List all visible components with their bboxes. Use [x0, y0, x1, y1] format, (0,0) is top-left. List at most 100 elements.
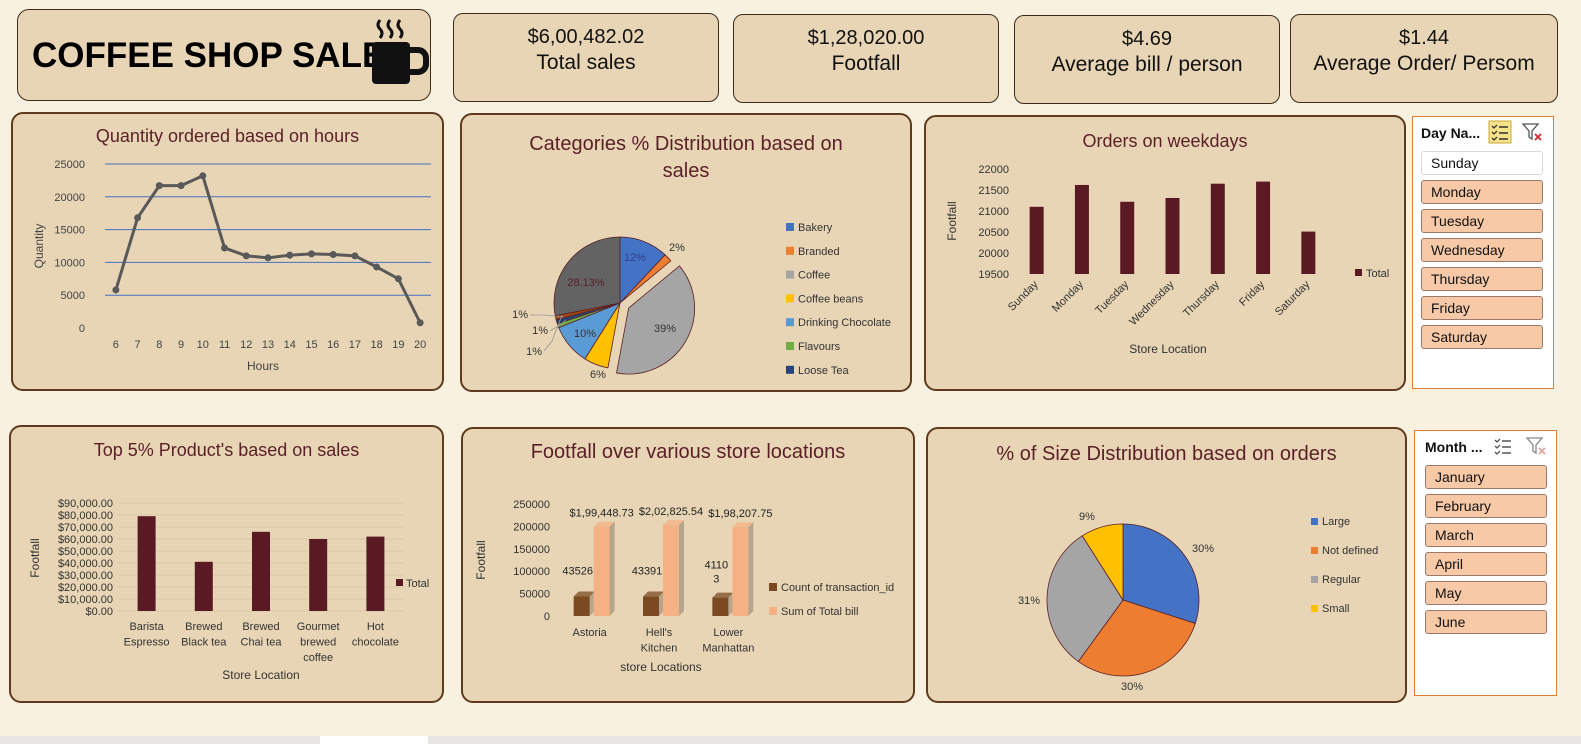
x-tick-label: 20: [414, 339, 426, 351]
bar: [309, 539, 328, 611]
weekdays-bar-chart: 19500 20000 20500 21000 21500 22000 Sunday Mond…: [945, 164, 1389, 356]
legend-label: Not defined: [1322, 545, 1378, 557]
sizes-pie-chart: 30% 30% 31% 9% Large Not defined Regular Small: [1018, 511, 1378, 693]
clear-filter-icon[interactable]: [1525, 435, 1547, 457]
legend-label: Coffee beans: [798, 293, 864, 305]
chart-title: Categories % Distribution based on sales: [529, 133, 843, 182]
legend-label: Loose Tea: [798, 365, 849, 377]
x-tick-label: Gourmet: [297, 621, 340, 633]
chart-title: Top 5% Product's based on sales: [93, 440, 360, 460]
slicer-item-january[interactable]: January: [1425, 465, 1547, 489]
leader-line: [530, 314, 565, 318]
x-tick-label: Kitchen: [641, 643, 678, 655]
data-label: 39%: [654, 323, 676, 335]
series-line: [114, 173, 422, 324]
x-tick-label: coffee: [303, 652, 333, 664]
x-tick-label: 16: [327, 339, 339, 351]
month-slicer[interactable]: Month ... January February March April M…: [1414, 430, 1557, 696]
kpi-label: Average Order/ Persom: [1313, 52, 1535, 75]
y-tick-label: 21500: [978, 185, 1009, 197]
bar: [137, 516, 156, 611]
bar-top: [732, 522, 754, 528]
y-tick-label: 50000: [519, 589, 550, 601]
x-tick-label: Sunday: [1006, 278, 1041, 313]
slicer-item-may[interactable]: May: [1425, 581, 1547, 605]
slicer-item-june[interactable]: June: [1425, 610, 1547, 634]
y-tick-label: 19500: [978, 269, 1009, 281]
data-point: [351, 252, 359, 260]
x-tick-label: 15: [305, 339, 317, 351]
y-tick-label: $70,000.00: [58, 522, 113, 534]
legend-label: Large: [1322, 516, 1350, 528]
legend-label: Count of transaction_id: [781, 582, 894, 594]
x-tick-label: 7: [135, 339, 141, 351]
x-tick-label: Brewed: [242, 621, 279, 633]
y-tick-label: $10,000.00: [58, 594, 113, 606]
bar: [194, 561, 213, 611]
kpi-label: Total sales: [536, 51, 636, 74]
slicer-item-wednesday[interactable]: Wednesday: [1421, 238, 1543, 262]
slicer-item-tuesday[interactable]: Tuesday: [1421, 209, 1543, 233]
legend-swatch: [1311, 605, 1318, 612]
x-tick-label: chocolate: [352, 637, 399, 649]
data-label: $2,02,825.54: [639, 506, 703, 518]
bar: [712, 597, 729, 616]
y-tick-label: 20000: [54, 192, 85, 204]
y-tick-label: $90,000.00: [58, 498, 113, 510]
x-tick-label: Hell's: [646, 627, 673, 639]
x-tick-label: 18: [371, 339, 383, 351]
x-tick-label: Chai tea: [241, 637, 283, 649]
sheet-tab[interactable]: [320, 736, 428, 744]
bar: [1165, 197, 1180, 274]
data-label: 3: [713, 574, 719, 586]
slicer-item-february[interactable]: February: [1425, 494, 1547, 518]
pie-slice: [619, 254, 672, 304]
y-tick-label: 20500: [978, 227, 1009, 239]
legend-swatch: [769, 607, 777, 615]
multi-select-icon[interactable]: [1492, 435, 1514, 457]
clear-filter-icon[interactable]: [1521, 121, 1543, 143]
bar-side: [659, 591, 664, 616]
pie-slice: [1081, 523, 1124, 602]
slicer-item-saturday[interactable]: Saturday: [1421, 325, 1543, 349]
bar: [1210, 183, 1225, 274]
categories-pie-chart: 12% 2% 39% 6% 10% 1% 1% 1% 28.13% Bakery Branded Co…: [512, 222, 891, 381]
chart-categories-card: Categories % Distribution based on sales…: [460, 113, 912, 392]
x-tick-label: 8: [156, 339, 162, 351]
y-axis-label: Footfall: [945, 201, 959, 240]
slicer-item-sunday[interactable]: Sunday: [1421, 151, 1543, 175]
y-tick-label: $50,000.00: [58, 546, 113, 558]
x-tick-label: 12: [240, 339, 252, 351]
y-axis-label: Footfall: [474, 540, 488, 579]
legend-label: Total: [406, 578, 429, 590]
x-axis-label: Hours: [247, 359, 279, 373]
kpi-value: $1.44: [1398, 27, 1450, 49]
y-tick-label: 0: [544, 611, 550, 623]
multi-select-icon[interactable]: [1488, 120, 1512, 144]
data-point: [416, 319, 424, 327]
pie-slice: [1046, 535, 1124, 663]
slicer-item-monday[interactable]: Monday: [1421, 180, 1543, 204]
slicer-item-april[interactable]: April: [1425, 552, 1547, 576]
kpi-average-bill: $4.69 Average bill / person: [1014, 15, 1280, 104]
bar-side: [748, 522, 754, 616]
slicer-item-thursday[interactable]: Thursday: [1421, 267, 1543, 291]
legend-label: Flavours: [798, 341, 841, 353]
legend-label: Branded: [798, 246, 840, 258]
legend-label: Coffee: [798, 270, 830, 282]
legend-swatch: [786, 294, 794, 303]
y-tick-label: 150000: [513, 544, 550, 556]
day-slicer[interactable]: Day Na... Sunday Monday Tuesday Wednesda…: [1412, 116, 1554, 389]
bar-top: [643, 591, 664, 597]
bar: [663, 525, 679, 616]
data-label: 9%: [1079, 511, 1095, 523]
slicer-item-march[interactable]: March: [1425, 523, 1547, 547]
leader-line: [549, 319, 567, 332]
x-tick-label: Monday: [1050, 278, 1087, 315]
slicer-item-friday[interactable]: Friday: [1421, 296, 1543, 320]
y-tick-label: $80,000.00: [58, 510, 113, 522]
bar-top: [663, 520, 684, 526]
x-tick-label: 13: [262, 339, 274, 351]
legend-swatch: [1355, 269, 1362, 276]
data-point: [155, 182, 163, 190]
